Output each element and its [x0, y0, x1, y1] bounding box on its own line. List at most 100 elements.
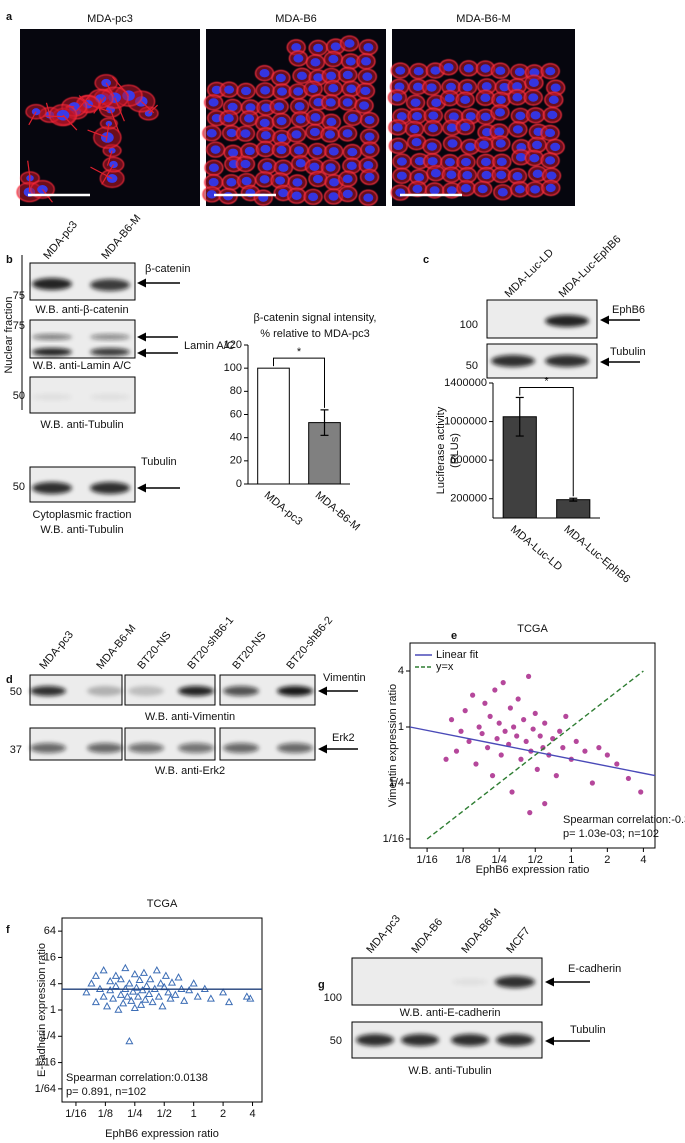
nucleus — [394, 82, 405, 91]
panel-label: f — [6, 924, 10, 936]
blot-target: Tubulin — [570, 1024, 606, 1036]
y-tick-label: 60 — [230, 408, 242, 420]
data-point — [448, 717, 455, 723]
legend-label: Linear fit — [436, 649, 478, 661]
data-point — [638, 789, 644, 795]
data-point — [166, 994, 175, 1002]
y-tick-label: 80 — [230, 385, 242, 397]
nucleus — [411, 137, 422, 147]
panel-label: e — [451, 630, 457, 642]
blot-band — [128, 686, 164, 696]
nucleus — [346, 84, 357, 93]
nucleus — [326, 117, 337, 127]
lane-label: MDA-pc3 — [41, 219, 80, 262]
nucleus — [363, 193, 374, 202]
blot — [124, 727, 216, 761]
nucleus — [293, 87, 304, 96]
y-tick-label: 1 — [50, 1004, 56, 1016]
nucleus — [308, 192, 319, 202]
x-tick-label: 1 — [191, 1108, 197, 1120]
nucleus — [359, 101, 370, 110]
nucleus — [293, 146, 304, 155]
mw-marker: 75 — [13, 290, 25, 302]
nucleus — [328, 84, 339, 93]
filopodium — [93, 96, 106, 114]
blot — [486, 299, 598, 339]
significance-label: * — [297, 346, 302, 358]
blot-band — [491, 355, 535, 367]
blot-band — [277, 686, 313, 696]
nucleus — [550, 142, 561, 152]
nucleus — [396, 112, 407, 121]
nucleus — [495, 139, 506, 148]
nucleus — [412, 112, 423, 121]
mw-marker: 75 — [13, 320, 25, 332]
nucleus — [326, 71, 337, 81]
mw-marker: 100 — [460, 319, 478, 331]
data-point — [596, 745, 602, 751]
nucleus — [512, 82, 523, 91]
nucleus — [208, 98, 219, 107]
data-point — [476, 724, 482, 730]
blot — [29, 727, 123, 761]
nucleus — [346, 161, 357, 171]
blot-band — [277, 743, 313, 753]
nucleus — [496, 170, 507, 180]
nucleus — [347, 113, 358, 123]
data-point — [219, 988, 228, 996]
nucleus — [529, 153, 540, 163]
nucleus — [499, 82, 510, 92]
data-point — [487, 713, 493, 719]
blot-band — [451, 1034, 489, 1046]
fit-line — [409, 726, 656, 777]
mw-marker: 50 — [10, 686, 22, 698]
nucleus — [241, 176, 252, 186]
data-point — [161, 971, 170, 979]
y-tick-label: 4 — [50, 978, 56, 990]
nucleus — [278, 163, 289, 172]
filopodium — [62, 114, 78, 131]
blot-band — [32, 394, 72, 400]
data-point — [99, 966, 108, 974]
nucleus — [325, 163, 336, 172]
nucleus — [262, 162, 273, 171]
nucleus — [364, 115, 375, 125]
nucleus — [546, 171, 557, 180]
blot-band — [90, 334, 130, 340]
data-point — [139, 968, 148, 976]
data-point — [130, 969, 139, 978]
nucleus — [545, 66, 556, 76]
x-tick-label: 1/8 — [98, 1108, 113, 1120]
nucleus — [363, 161, 374, 170]
micrograph — [387, 29, 575, 206]
mw-marker: 50 — [466, 360, 478, 372]
nucleus — [329, 178, 340, 187]
y-tick-label: 1400000 — [444, 377, 487, 389]
nucleus — [240, 129, 251, 138]
y-tick-label: 1 — [398, 721, 404, 733]
data-point — [125, 1036, 134, 1045]
data-point — [479, 730, 485, 737]
nucleus — [224, 85, 235, 94]
data-point — [164, 988, 173, 996]
lane-label: BT20-shB6-1 — [185, 614, 236, 671]
mw-marker: 50 — [13, 390, 25, 402]
arrow-head — [137, 332, 146, 342]
data-point — [466, 738, 472, 745]
filopodium — [112, 76, 130, 97]
nucleus — [412, 82, 423, 92]
nucleus — [545, 128, 556, 138]
data-point — [582, 748, 588, 754]
data-point — [174, 973, 183, 981]
y-axis-label: (RLUs) — [449, 433, 461, 468]
blot-band — [32, 482, 72, 494]
x-tick-label: 1/4 — [127, 1108, 142, 1120]
x-tick-label: 4 — [640, 854, 646, 866]
micrograph — [16, 29, 200, 206]
nucleus — [361, 57, 372, 66]
nucleus — [480, 93, 491, 103]
fit-line — [426, 670, 644, 840]
lane-label: MDA-pc3 — [364, 913, 403, 956]
